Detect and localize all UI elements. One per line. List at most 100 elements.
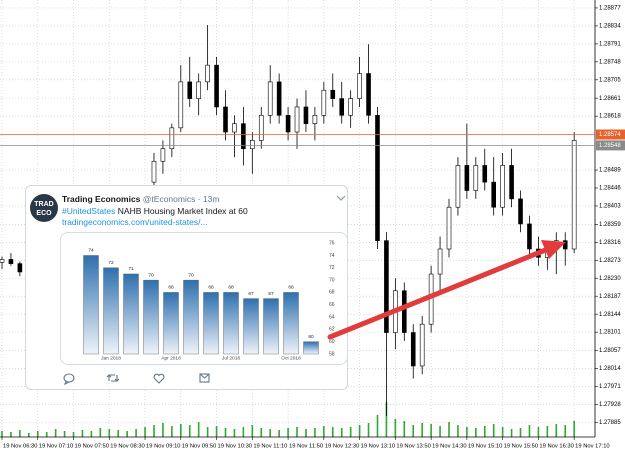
- bar: [203, 292, 219, 355]
- volume-bar: [126, 431, 128, 437]
- logo-text: ECO: [36, 210, 52, 217]
- volume-bar: [180, 424, 182, 437]
- avatar: TRAD ECO: [30, 194, 58, 222]
- volume-bar: [153, 425, 155, 437]
- value-label: 72: [108, 260, 114, 266]
- x-tick-label: 19 Nov 10:30: [218, 444, 252, 450]
- retweet-icon[interactable]: [106, 374, 120, 382]
- bar: [263, 298, 279, 355]
- candle-body: [419, 323, 425, 367]
- volume-bar: [501, 427, 504, 437]
- chart-card[interactable]: 58 60 62 64 66 68 70 72 74 76 74 72 Jan 2018 71 70 68 Ap…: [60, 232, 348, 365]
- x-tick-label: Apr 2018: [161, 355, 181, 361]
- x-tick-label: 19 Nov 12:30: [325, 444, 359, 450]
- volume-bar: [260, 428, 263, 437]
- candle-body: [169, 127, 175, 150]
- value-label: 67: [268, 291, 274, 297]
- y-tick-label: 1.28877: [599, 6, 621, 12]
- x-tick-label: 19 Nov 11:10: [253, 444, 287, 450]
- candle-body: [455, 165, 461, 208]
- y-tick-label: 58: [329, 351, 335, 357]
- y-tick-label: 1.27885: [599, 420, 621, 426]
- x-tick-label: 19 Nov 13:10: [361, 444, 395, 450]
- candle-body: [258, 115, 264, 141]
- value-label: 71: [128, 266, 134, 272]
- x-tick-label: 19 Nov 11:50: [289, 444, 323, 450]
- volume-bar: [224, 428, 227, 437]
- x-tick-label: Jul 2018: [222, 355, 240, 361]
- volume-bar: [483, 426, 486, 437]
- volume-bar: [457, 425, 459, 437]
- candle-body: [437, 248, 443, 275]
- y-tick-label: 1.28359: [599, 222, 621, 228]
- candle-body: [250, 140, 255, 150]
- volume-bar: [72, 432, 75, 437]
- volume-bar: [287, 428, 289, 437]
- x-tick-label: 19 Nov 14:30: [432, 444, 466, 450]
- x-tick-label: 19 Nov 08:30: [110, 444, 144, 450]
- candle-body: [321, 89, 327, 116]
- candle-body: [509, 165, 514, 200]
- candle-body: [366, 73, 371, 116]
- volume-bar: [162, 423, 164, 437]
- volume-bar: [296, 427, 298, 437]
- y-tick-label: 1.28187: [599, 294, 621, 300]
- volume-bar: [403, 421, 406, 437]
- candle-body: [446, 206, 452, 250]
- y-tick-label: 1.28101: [599, 330, 621, 336]
- value-label: 68: [288, 285, 294, 291]
- value-label: 68: [168, 285, 174, 291]
- x-tick-label: 19 Nov 07:10: [39, 444, 73, 450]
- chevron-path: [336, 195, 346, 201]
- x-tick-label: 19 Nov 13:50: [396, 444, 430, 450]
- volume-bar: [81, 430, 84, 437]
- volume-bar: [349, 427, 352, 437]
- hashtag[interactable]: #UnitedStates: [62, 206, 116, 216]
- candle-body: [384, 240, 389, 333]
- volume-bar: [519, 428, 522, 437]
- tweet-text: #UnitedStates NAHB Housing Market Index …: [62, 206, 344, 228]
- reply-icon[interactable]: [63, 373, 75, 386]
- volume-bar: [233, 429, 236, 437]
- bar: [163, 292, 179, 355]
- y-tick-label: 62: [329, 327, 335, 333]
- candle-body: [187, 81, 193, 99]
- y-tick-label: 76: [329, 240, 335, 246]
- y-tick-label: 1.27971: [599, 384, 621, 390]
- y-tick-label: 72: [329, 265, 335, 271]
- volume-bar: [242, 427, 245, 437]
- candle-body: [491, 181, 497, 208]
- like-icon[interactable]: [153, 373, 165, 384]
- candle-body: [303, 106, 309, 124]
- bar: [223, 292, 239, 355]
- y-tick-label: 1.28014: [599, 366, 621, 372]
- candle-body: [232, 123, 237, 133]
- volume-bar: [439, 426, 441, 437]
- candle-body: [0, 259, 5, 263]
- candle-body: [17, 263, 23, 273]
- tweet-link[interactable]: tradingeconomics.com/united-states/...: [62, 217, 208, 227]
- y-tick-label: 1.28618: [599, 114, 621, 120]
- y-tick-label: 1.28661: [599, 96, 621, 102]
- volume-bar: [573, 421, 575, 437]
- y-tick-label: 1.28489: [599, 168, 621, 174]
- candle-body: [410, 332, 416, 367]
- candle-body: [285, 115, 291, 133]
- y-tick-label: 74: [329, 253, 335, 259]
- y-tick-label: 1.28403: [599, 204, 621, 210]
- author-meta: @tEconomics · 13m: [142, 194, 220, 204]
- candle-body: [357, 73, 362, 99]
- bar: [243, 298, 259, 355]
- volume-bar: [376, 415, 379, 437]
- candle-body: [241, 123, 246, 150]
- tweet-actions: [63, 373, 210, 386]
- y-tick-label: 68: [329, 290, 335, 296]
- volume-bar: [340, 428, 343, 437]
- message-icon[interactable]: [199, 373, 210, 383]
- menu-chevron[interactable]: [336, 194, 346, 202]
- volume-bar: [412, 425, 415, 437]
- y-tick-label: 1.28230: [599, 276, 621, 282]
- candle-body: [482, 165, 488, 183]
- author-name[interactable]: Trading Economics: [62, 194, 141, 204]
- volume-bar: [45, 432, 48, 437]
